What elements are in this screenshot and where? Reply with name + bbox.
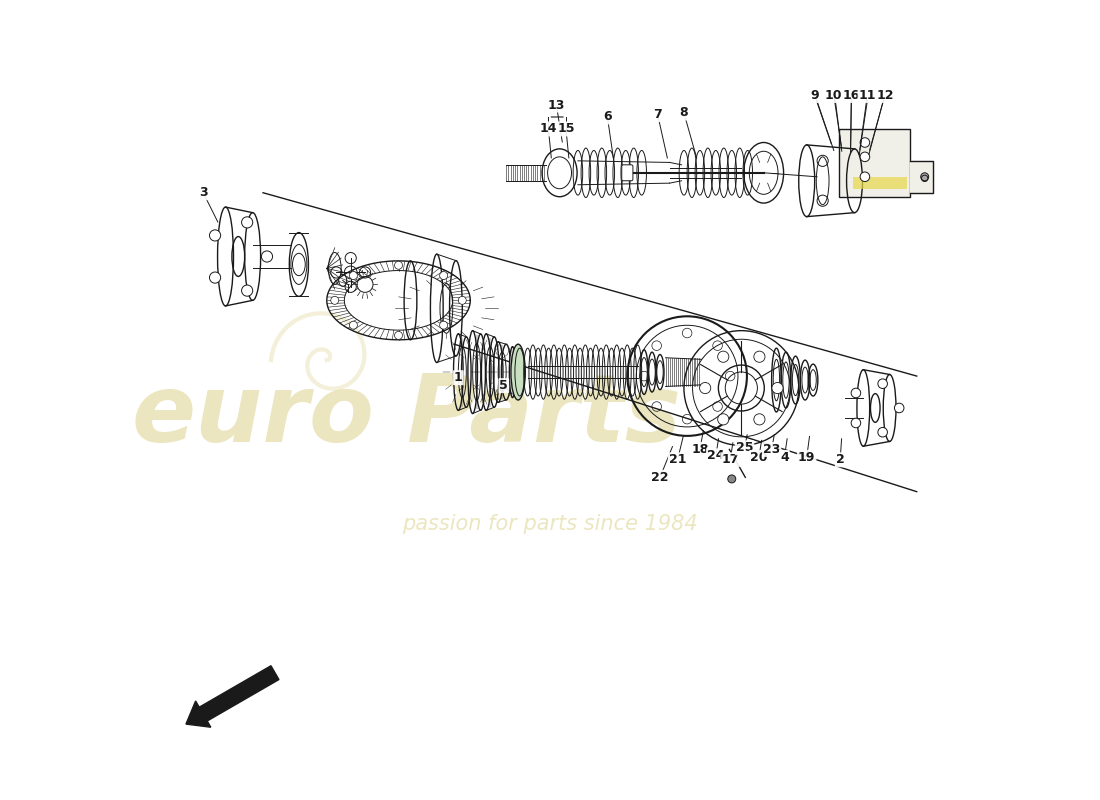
Circle shape [440,321,448,329]
Circle shape [860,152,870,162]
Text: 10: 10 [825,89,843,102]
Ellipse shape [339,274,346,286]
Circle shape [772,382,783,394]
FancyArrow shape [186,666,279,727]
Text: 23: 23 [763,443,780,456]
Ellipse shape [509,346,516,398]
Text: 7: 7 [653,108,662,121]
Text: 12: 12 [876,89,893,102]
Circle shape [921,173,928,181]
Text: 15: 15 [558,122,574,135]
Circle shape [878,379,888,389]
Text: 18: 18 [691,443,708,456]
Text: euro: euro [132,370,375,462]
Text: 13: 13 [548,98,565,111]
Text: 19: 19 [798,451,815,464]
Circle shape [894,403,904,413]
Circle shape [350,321,358,329]
Ellipse shape [510,344,526,400]
Text: 24: 24 [707,450,725,462]
Text: 4: 4 [780,451,789,464]
FancyBboxPatch shape [621,165,632,181]
Circle shape [242,285,253,296]
Circle shape [209,230,221,241]
Circle shape [350,271,358,279]
Text: 9: 9 [811,89,819,102]
Circle shape [459,296,466,304]
Polygon shape [911,161,933,193]
Circle shape [700,382,711,394]
Text: 8: 8 [680,106,689,119]
Circle shape [440,271,448,279]
Circle shape [860,172,870,182]
Circle shape [754,351,764,362]
Circle shape [262,251,273,262]
Text: 5: 5 [499,379,508,392]
Circle shape [209,272,221,283]
Text: 2: 2 [836,454,845,466]
Text: passion for parts since 1984: passion for parts since 1984 [403,514,697,534]
Text: 25: 25 [736,442,754,454]
Circle shape [851,418,860,428]
Circle shape [860,138,870,147]
Circle shape [754,414,764,425]
Circle shape [728,475,736,483]
Circle shape [851,388,860,398]
Circle shape [395,331,403,339]
Circle shape [878,427,888,437]
Text: 6: 6 [603,110,612,123]
Text: Parts: Parts [407,370,682,462]
Text: 21: 21 [669,454,686,466]
Text: 11: 11 [858,89,876,102]
FancyBboxPatch shape [852,177,907,189]
Circle shape [331,296,339,304]
Text: 22: 22 [651,471,669,484]
Text: 14: 14 [540,122,558,135]
Circle shape [242,217,253,228]
Text: 1: 1 [454,371,463,384]
Circle shape [395,262,403,270]
Text: 3: 3 [199,186,208,199]
Text: 17: 17 [722,454,739,466]
Circle shape [717,351,729,362]
FancyBboxPatch shape [838,129,911,197]
Text: 20: 20 [750,451,768,464]
Circle shape [717,414,729,425]
Text: 16: 16 [843,89,860,102]
